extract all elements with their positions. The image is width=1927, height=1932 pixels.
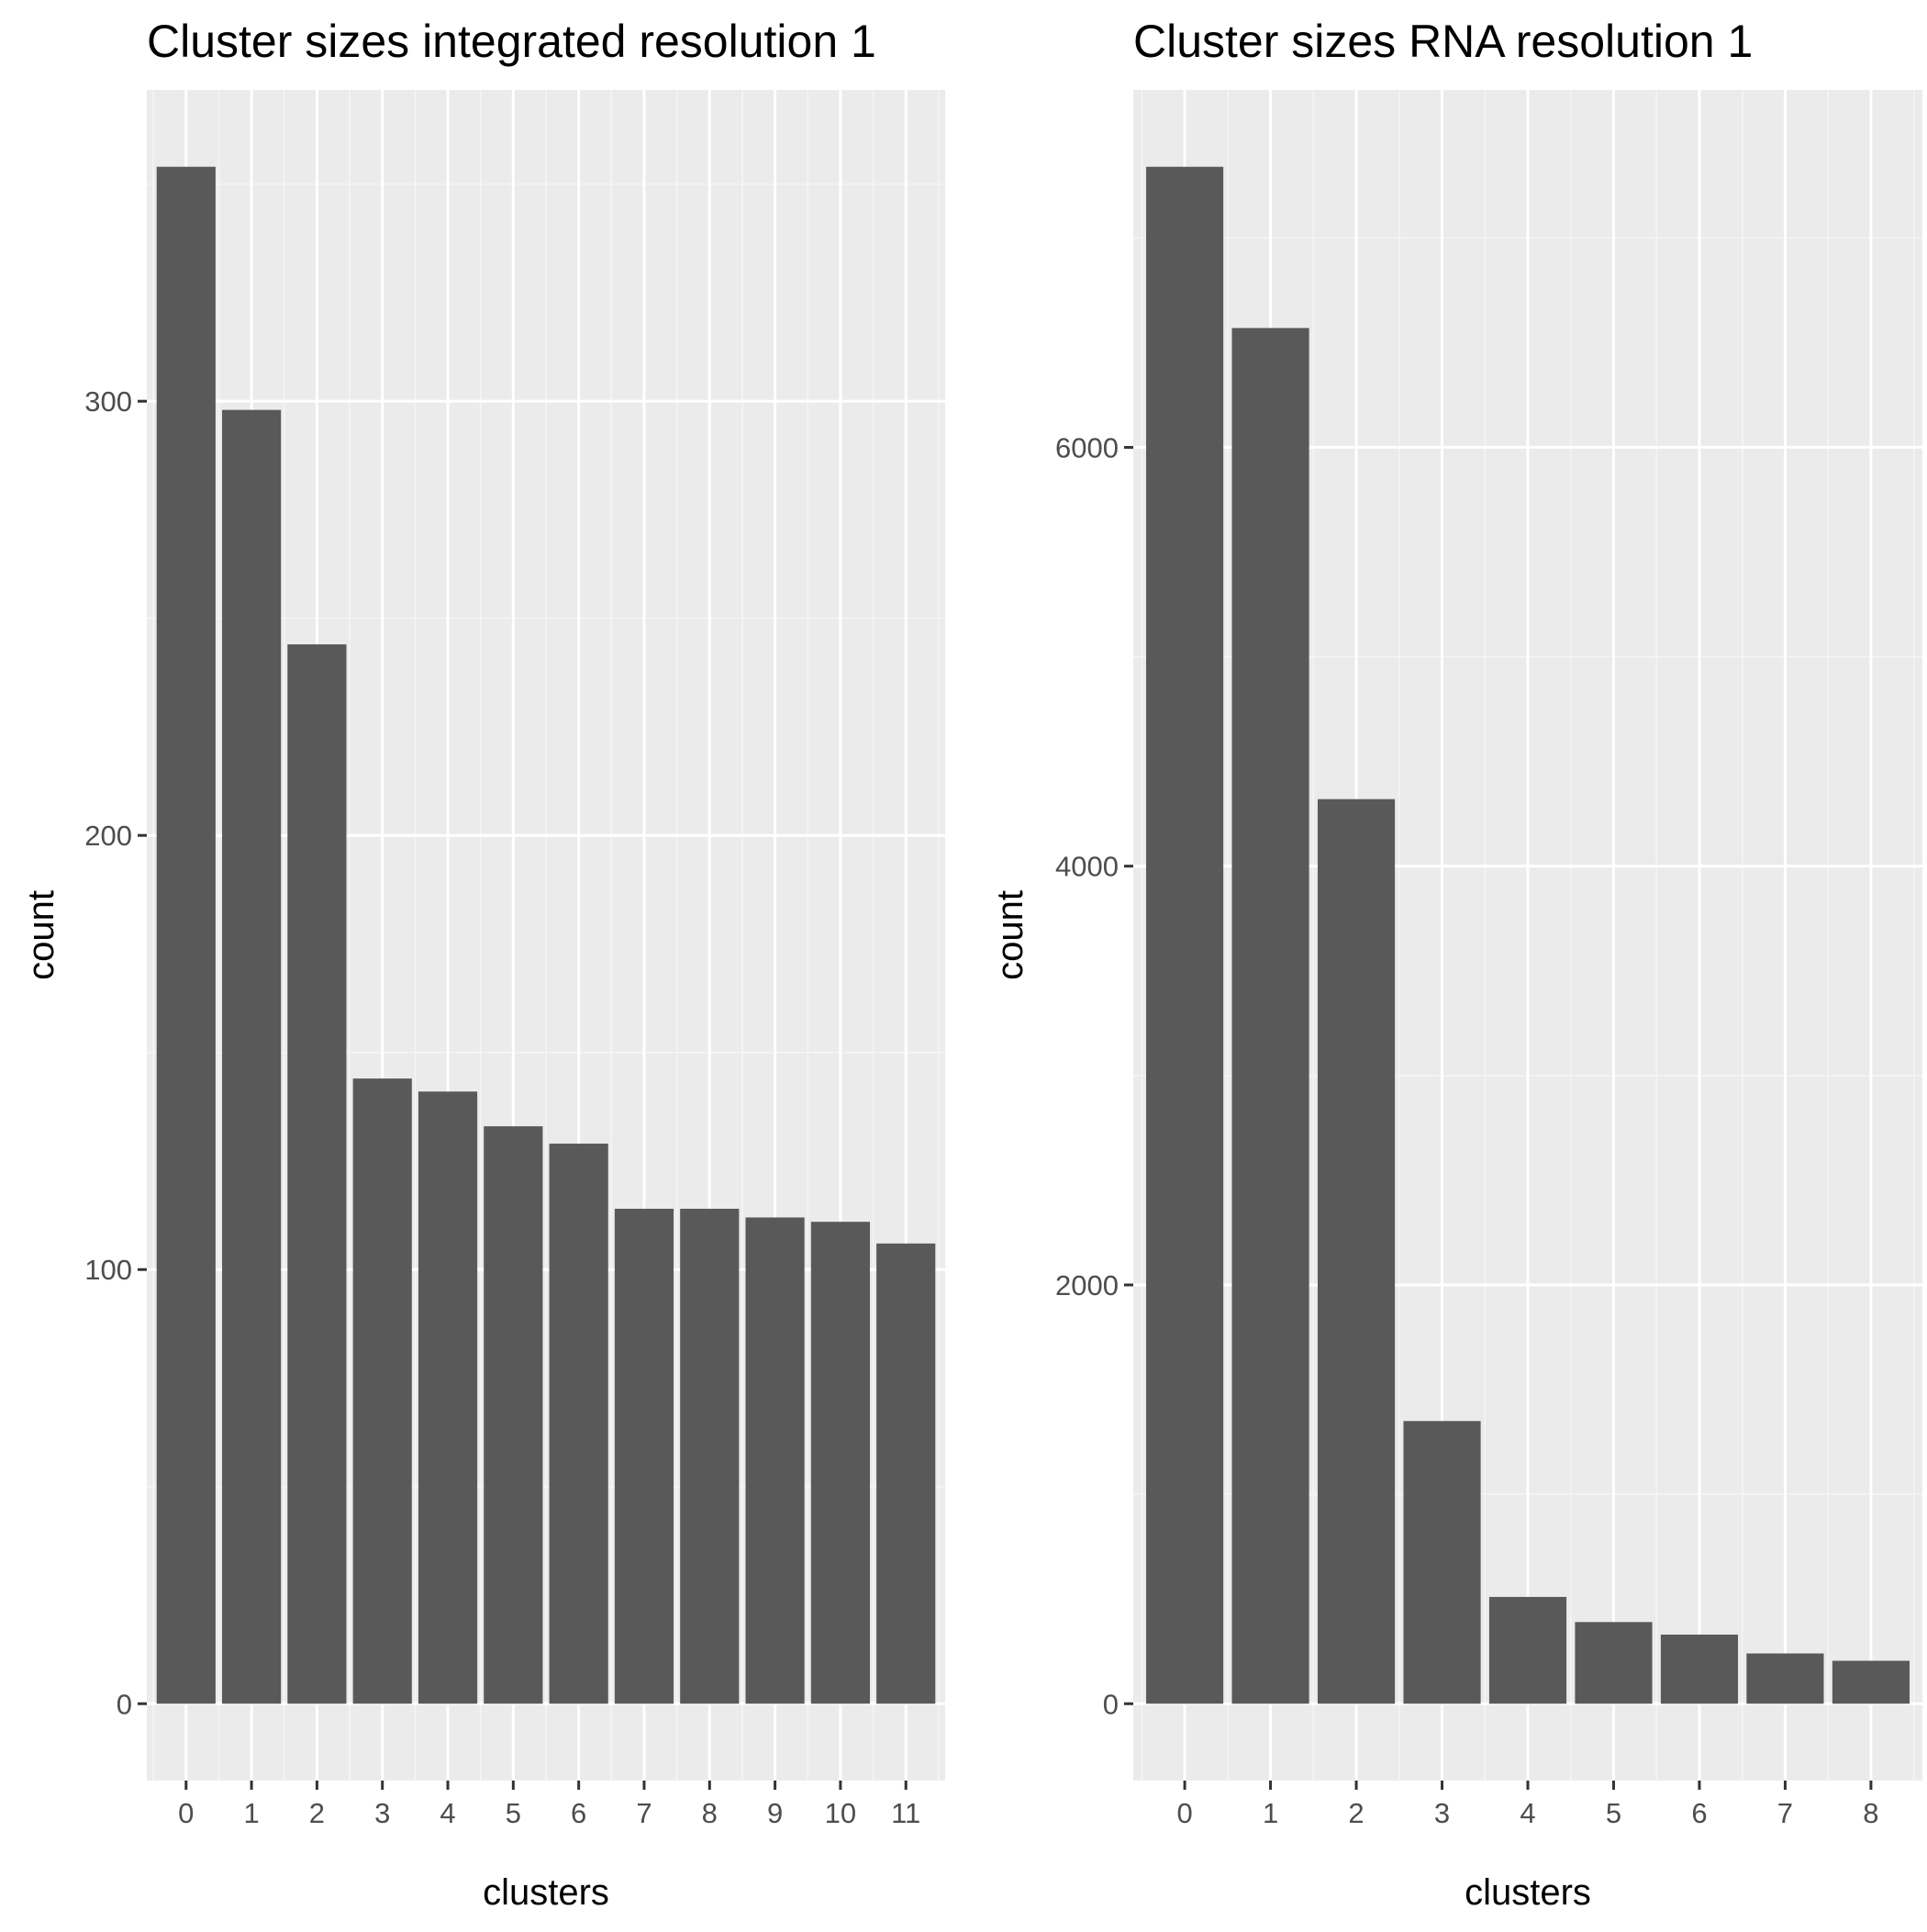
- y-tick-label: 2000: [1055, 1269, 1119, 1301]
- bar-cluster-11: [876, 1243, 936, 1704]
- x-tick-label: 7: [1777, 1797, 1793, 1829]
- chart-panel-integrated: Cluster sizes integrated resolution 1 0 1…: [21, 16, 945, 1913]
- x-tick-label: 3: [374, 1797, 390, 1829]
- x-tick-label: 7: [636, 1797, 652, 1829]
- bar-cluster-3: [1403, 1421, 1481, 1704]
- y-tick-label: 0: [1103, 1688, 1119, 1720]
- x-tick-label: 4: [1520, 1797, 1535, 1829]
- bar-cluster-1: [1231, 328, 1309, 1704]
- x-tick-label: 1: [1263, 1797, 1278, 1829]
- x-tick-label: 4: [440, 1797, 455, 1829]
- bar-cluster-10: [810, 1222, 870, 1704]
- x-tick-label: 9: [767, 1797, 783, 1829]
- x-tick-label: 6: [1691, 1797, 1707, 1829]
- y-axis: 0 2000 4000 6000: [1055, 431, 1133, 1720]
- bar-cluster-7: [1746, 1653, 1824, 1704]
- x-tick-label: 0: [1176, 1797, 1192, 1829]
- bar-cluster-1: [222, 409, 282, 1704]
- bars: [156, 166, 936, 1704]
- x-axis: 0 1 2 3 4 5 6 7 8 9 10 11: [178, 1781, 920, 1829]
- bar-cluster-5: [484, 1126, 543, 1704]
- y-tick-label: 300: [84, 385, 132, 418]
- x-tick-label: 2: [1348, 1797, 1364, 1829]
- x-tick-label: 11: [891, 1797, 920, 1829]
- bar-cluster-8: [680, 1209, 740, 1704]
- bar-cluster-3: [352, 1078, 412, 1704]
- bar-cluster-6: [549, 1144, 608, 1704]
- x-tick-label: 6: [571, 1797, 586, 1829]
- x-tick-label: 10: [825, 1797, 856, 1829]
- y-axis-title: count: [21, 890, 61, 980]
- bar-cluster-0: [1146, 166, 1224, 1704]
- chart-title: Cluster sizes integrated resolution 1: [147, 16, 876, 67]
- y-tick-label: 4000: [1055, 851, 1119, 883]
- bar-cluster-7: [614, 1209, 674, 1704]
- bar-cluster-2: [1317, 798, 1396, 1704]
- y-tick-label: 100: [84, 1254, 132, 1286]
- y-tick-label: 6000: [1055, 431, 1119, 463]
- bar-cluster-6: [1660, 1634, 1739, 1704]
- x-tick-label: 3: [1434, 1797, 1450, 1829]
- y-axis-title: count: [990, 890, 1030, 980]
- x-tick-label: 2: [309, 1797, 325, 1829]
- y-tick-label: 0: [117, 1688, 132, 1720]
- x-tick-label: 8: [1863, 1797, 1878, 1829]
- x-tick-label: 5: [506, 1797, 521, 1829]
- bar-cluster-0: [156, 166, 216, 1704]
- x-axis: 0 1 2 3 4 5 6 7 8: [1176, 1781, 1879, 1829]
- x-tick-label: 1: [243, 1797, 259, 1829]
- x-tick-label: 5: [1606, 1797, 1621, 1829]
- bar-cluster-4: [418, 1091, 478, 1704]
- chart-title: Cluster sizes RNA resolution 1: [1133, 16, 1753, 67]
- bar-cluster-5: [1575, 1622, 1653, 1704]
- bars: [1146, 166, 1910, 1704]
- y-tick-label: 200: [84, 820, 132, 852]
- bar-cluster-4: [1488, 1596, 1567, 1704]
- y-axis: 0 100 200 300: [84, 385, 147, 1720]
- chart-panel-rna: Cluster sizes RNA resolution 1 0 2000 4000…: [990, 16, 1922, 1913]
- bar-cluster-9: [745, 1217, 805, 1704]
- bar-cluster-8: [1832, 1660, 1910, 1704]
- x-tick-label: 8: [702, 1797, 718, 1829]
- bar-cluster-2: [287, 644, 347, 1704]
- x-tick-label: 0: [178, 1797, 194, 1829]
- x-axis-title: clusters: [1465, 1872, 1591, 1913]
- x-axis-title: clusters: [483, 1872, 609, 1913]
